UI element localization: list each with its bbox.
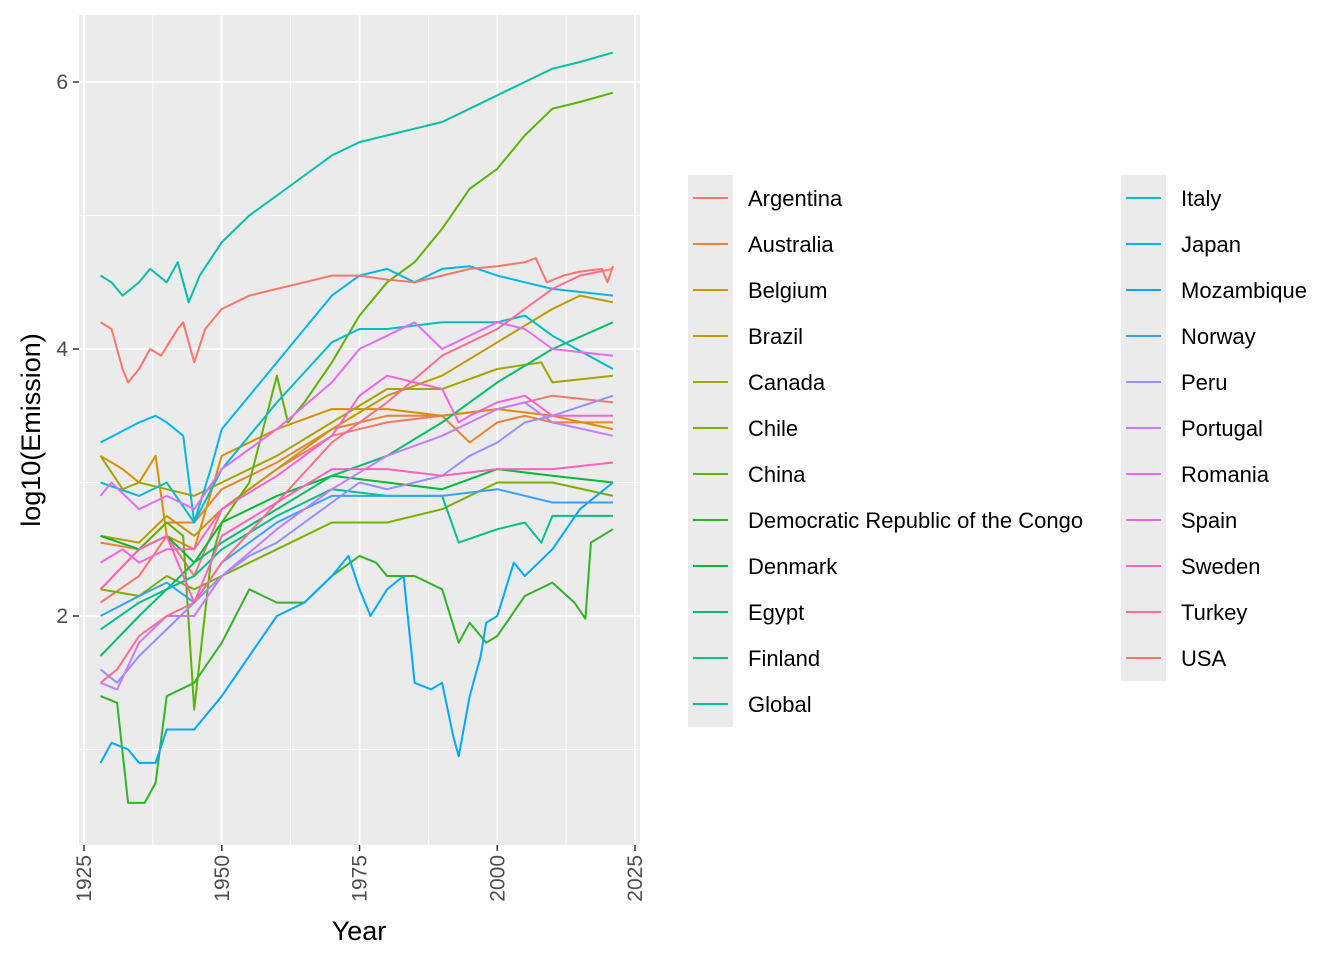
y-tick-label: 4 [56, 338, 68, 361]
series-lines [99, 51, 614, 804]
legend-label: Spain [1181, 508, 1237, 533]
series-line-usa [99, 257, 614, 384]
legend-label: Australia [748, 232, 834, 257]
legend-label: Romania [1181, 462, 1270, 487]
y-axis: 2 4 6 [56, 71, 79, 628]
legend-label: Argentina [748, 186, 843, 211]
legend-key-background [688, 175, 733, 727]
series-line-belgium [99, 408, 614, 551]
legend-label: Global [748, 692, 812, 717]
series-line-italy [100, 314, 614, 524]
legend-label: China [748, 462, 806, 487]
series-line-romania [99, 321, 614, 511]
x-tick-label: 2025 [624, 855, 647, 902]
x-tick-label: 2000 [486, 855, 509, 902]
y-tick-label: 2 [56, 605, 68, 628]
series-line-global [99, 51, 614, 304]
series-line-turkey [99, 267, 614, 684]
legend-label: Japan [1181, 232, 1241, 257]
series-line-chile [100, 481, 614, 597]
x-axis: 1925 1950 1975 2000 2025 [73, 845, 647, 902]
legend-label: Peru [1181, 370, 1227, 395]
series-line-japan [100, 265, 614, 524]
x-tick-label: 1925 [73, 855, 96, 902]
legend-label: Turkey [1181, 600, 1247, 625]
legend-label: Sweden [1181, 554, 1261, 579]
series-line-portugal [100, 401, 614, 691]
series-line-egypt [99, 321, 614, 657]
series-line-china [99, 91, 614, 711]
legend-label: Mozambique [1181, 278, 1307, 303]
series-line-sweden [99, 461, 614, 604]
legend-label: Belgium [748, 278, 827, 303]
series-line-peru [99, 394, 614, 684]
legend-label: Democratic Republic of the Congo [748, 508, 1083, 533]
legend-label: Portugal [1181, 416, 1263, 441]
y-tick-label: 6 [56, 71, 68, 94]
legend-label: USA [1181, 646, 1227, 671]
legend-label: Norway [1181, 324, 1256, 349]
legend-label: Denmark [748, 554, 838, 579]
legend-label: Canada [748, 370, 826, 395]
y-axis-title: log10(Emission) [16, 333, 46, 527]
legend-label: Chile [748, 416, 798, 441]
legend-label: Finland [748, 646, 820, 671]
x-tick-label: 1975 [349, 855, 372, 902]
legend: Argentina Australia Belgium Brazil Canada Chi… [688, 175, 1307, 727]
series-line-spain [99, 374, 613, 564]
legend-label: Egypt [748, 600, 804, 625]
x-tick-label: 1950 [211, 855, 234, 902]
legend-label: Brazil [748, 324, 803, 349]
series-line-brazil [100, 294, 614, 544]
x-axis-title: Year [332, 916, 387, 946]
series-line-mozambique [99, 481, 614, 764]
legend-label: Italy [1181, 186, 1221, 211]
series-line-canada [99, 361, 614, 497]
